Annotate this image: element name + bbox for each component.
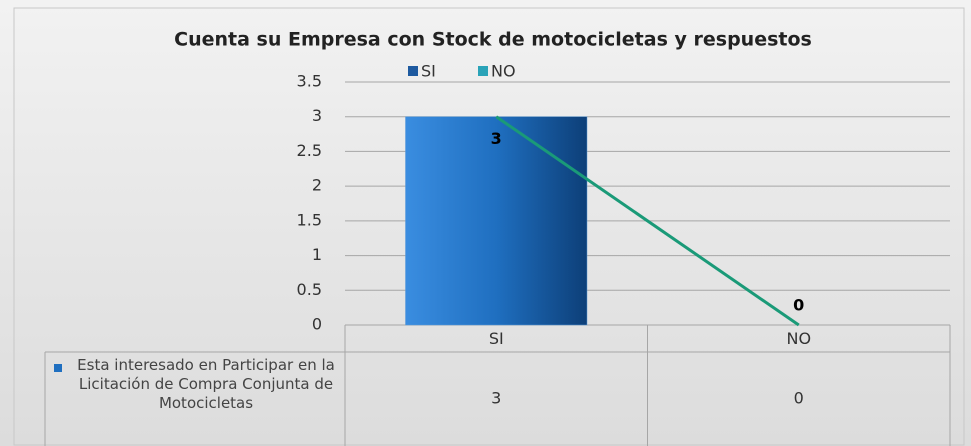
y-tick-label: 1 [312,245,322,264]
data-label: 3 [491,129,502,148]
legend-swatch [408,66,418,76]
bar [405,116,588,326]
chart-title: Cuenta su Empresa con Stock de motocicle… [174,29,812,51]
legend-swatch [478,66,488,76]
y-tick-label: 2.5 [297,141,322,160]
y-tick-label: 0 [312,315,322,334]
chart-border [13,7,965,446]
legend-label: NO [491,62,516,81]
series-name: Esta interesado en Participar en la Lici… [77,356,335,412]
table-value: 0 [794,389,804,408]
x-tick-label: SI [489,329,504,348]
legend-label: SI [421,62,436,81]
data-label: 0 [793,296,804,315]
line [495,115,800,327]
series-name-cell: Esta interesado en Participar en la Lici… [77,356,335,412]
table-value: 3 [491,389,501,408]
y-tick-label: 2 [312,176,322,195]
x-tick-label: NO [786,329,811,348]
y-tick-label: 3 [312,106,322,125]
y-tick-label: 0.5 [297,280,322,299]
y-tick-label: 3.5 [297,72,322,91]
series-key [54,364,62,372]
y-tick-label: 1.5 [297,210,322,229]
